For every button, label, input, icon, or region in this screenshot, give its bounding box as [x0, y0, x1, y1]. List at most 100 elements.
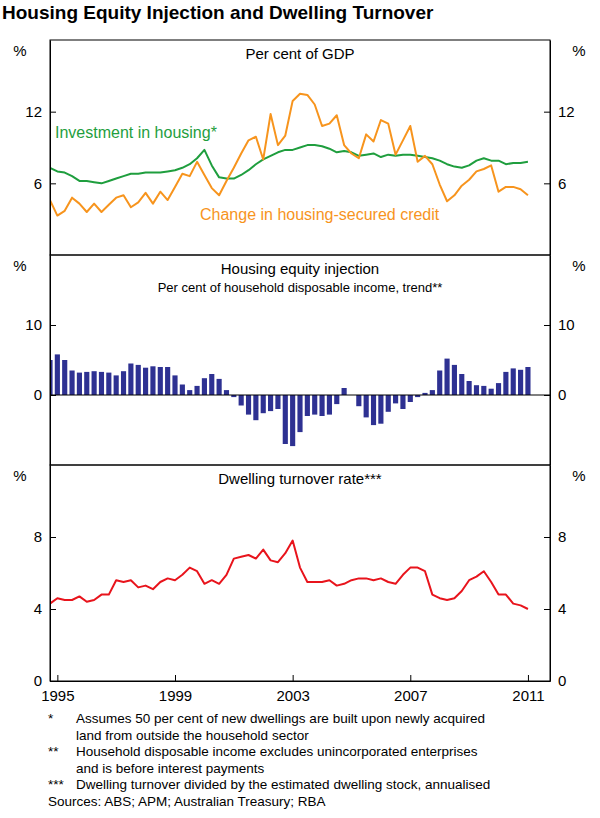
panel-title: Housing equity injection: [221, 260, 379, 277]
y-axis: 6 12: [25, 41, 56, 256]
bar: [386, 395, 391, 412]
bar: [187, 390, 192, 395]
tick-mark: [544, 395, 550, 396]
y2-tick: 12: [544, 103, 575, 120]
footnote-marker: *: [48, 711, 54, 726]
y2-axis-title: %: [572, 467, 585, 484]
footnote-text: Assumes 50 per cent of new dwellings are…: [76, 711, 485, 726]
bar: [290, 395, 295, 446]
bar: [224, 390, 229, 395]
tick-label: 2007: [394, 687, 427, 704]
bar: [452, 365, 457, 395]
tick-label: 1999: [159, 687, 192, 704]
tick-label: 10: [25, 316, 42, 333]
tick-label: 4: [558, 600, 566, 617]
bar: [334, 395, 339, 404]
bar: [246, 395, 251, 415]
tick-mark: [544, 609, 550, 610]
bar: [525, 367, 530, 395]
y-axis-title: %: [13, 257, 26, 274]
y2-tick: 8: [544, 528, 566, 545]
panel-title: Dwelling turnover rate***: [218, 470, 382, 487]
tick-label: 0: [558, 672, 566, 689]
tick-label: 2011: [512, 687, 544, 704]
bar: [62, 360, 67, 395]
y-tick: 12: [25, 103, 56, 120]
tick-label: 8: [34, 528, 42, 545]
bar: [69, 371, 74, 396]
plot-frame: [50, 255, 550, 465]
bar: [180, 385, 185, 396]
plot-frame: [50, 465, 550, 681]
bar: [275, 395, 280, 409]
bar: [319, 395, 324, 416]
bar: [327, 395, 332, 415]
y-tick: 0: [34, 386, 56, 403]
tick-mark: [544, 325, 550, 326]
x-tick: 2003: [276, 675, 309, 704]
tick-mark: [50, 112, 56, 113]
bar: [437, 371, 442, 396]
tick-mark: [57, 675, 58, 681]
bar: [356, 395, 361, 406]
tick-mark: [293, 675, 294, 681]
bar: [194, 386, 199, 395]
bar: [114, 375, 119, 395]
panel-title: Per cent of GDP: [245, 45, 354, 62]
tick-label: 12: [558, 103, 575, 120]
bar: [474, 385, 479, 395]
tick-label: 0: [558, 386, 566, 403]
tick-mark: [544, 537, 550, 538]
bar: [283, 395, 288, 444]
bar: [128, 364, 133, 396]
panel-subtitle: Per cent of household disposable income,…: [158, 280, 443, 295]
bar: [297, 395, 302, 432]
bar: [312, 395, 317, 415]
y-axis-title: %: [13, 42, 26, 59]
bar: [378, 395, 383, 424]
bar: [511, 368, 516, 395]
bar: [55, 354, 60, 395]
y2-tick: 4: [544, 600, 566, 617]
series-label: Change in housing-secured credit: [200, 206, 440, 223]
tick-label: 12: [25, 103, 42, 120]
axis-line: [50, 256, 51, 466]
bar: [261, 395, 266, 413]
y2-tick: 0: [544, 672, 566, 689]
y2-tick: 10: [544, 316, 575, 333]
chart-svg: Housing Equity Injection and Dwelling Tu…: [0, 0, 600, 818]
bar: [209, 374, 214, 395]
axis-line: [550, 41, 551, 256]
bar: [393, 395, 398, 403]
bar: [518, 370, 523, 395]
tick-mark: [50, 325, 56, 326]
bar: [342, 388, 347, 395]
y2-axis: 0 4 8: [544, 466, 566, 690]
footnotes: * Assumes 50 per cent of new dwellings ar…: [48, 711, 490, 809]
y2-tick: 6: [544, 175, 566, 192]
bar: [239, 395, 244, 406]
y2-axis: 6 12: [544, 41, 575, 256]
axis-line: [550, 466, 551, 682]
y2-tick: 0: [544, 386, 566, 403]
x-tick: 2011: [512, 675, 544, 704]
bar: [364, 395, 369, 417]
y2-axis-title: %: [572, 257, 585, 274]
footnote-text: land from outside the household sector: [76, 728, 309, 743]
y-tick: 8: [34, 528, 56, 545]
line-series: [50, 145, 528, 183]
tick-mark: [175, 675, 176, 681]
x-tick: 2007: [394, 675, 427, 704]
tick-mark: [528, 675, 529, 681]
y2-axis: 0 10: [544, 256, 575, 466]
footnote-text: Dwelling turnover divided by the estimat…: [76, 777, 490, 792]
y-tick: 6: [34, 175, 56, 192]
bar: [165, 367, 170, 395]
footnote-marker: ***: [48, 777, 65, 792]
x-tick: 1995: [41, 675, 74, 704]
tick-label: 6: [34, 175, 42, 192]
bar: [158, 367, 163, 395]
axis-line: [550, 256, 551, 466]
plot-area: [50, 541, 528, 609]
zero-line: [50, 395, 550, 396]
